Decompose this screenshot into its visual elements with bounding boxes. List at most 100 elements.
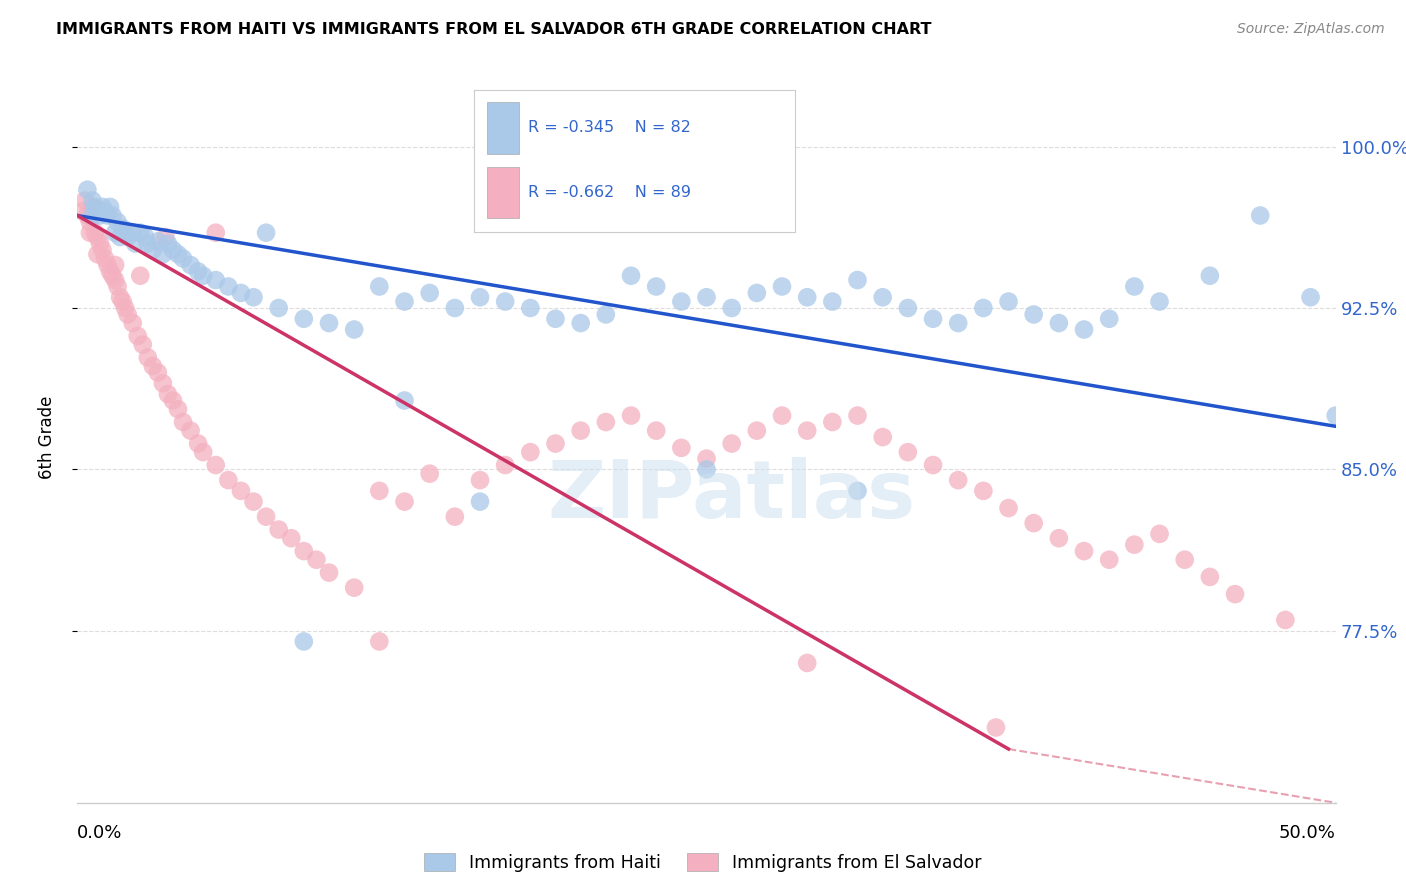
Point	[796, 290, 818, 304]
Point	[156, 236, 179, 251]
Point	[305, 552, 328, 566]
Point	[96, 258, 118, 272]
Point	[76, 209, 98, 223]
Point	[111, 294, 134, 309]
Point	[645, 279, 668, 293]
Point	[167, 247, 190, 261]
Point	[191, 445, 215, 459]
Point	[770, 279, 793, 293]
Point	[1223, 587, 1246, 601]
Point	[343, 581, 366, 595]
Point	[167, 402, 190, 417]
Point	[104, 226, 127, 240]
Point	[82, 209, 104, 223]
Y-axis label: 6th Grade: 6th Grade	[38, 395, 56, 479]
Point	[142, 359, 165, 373]
Text: ZIPatlas: ZIPatlas	[547, 457, 915, 534]
Point	[821, 294, 844, 309]
Point	[217, 279, 239, 293]
Point	[111, 221, 134, 235]
Point	[108, 230, 131, 244]
Point	[1073, 544, 1095, 558]
Point	[146, 235, 169, 249]
Point	[696, 290, 718, 304]
Point	[1098, 552, 1121, 566]
Point	[671, 441, 693, 455]
Point	[318, 316, 340, 330]
Point	[368, 634, 391, 648]
Point	[696, 451, 718, 466]
Point	[98, 200, 121, 214]
Point	[187, 264, 209, 278]
Point	[519, 445, 541, 459]
Point	[696, 462, 718, 476]
Point	[796, 656, 818, 670]
Point	[1123, 538, 1146, 552]
Point	[162, 243, 184, 257]
Point	[620, 409, 643, 423]
Point	[254, 226, 277, 240]
Point	[1324, 409, 1347, 423]
Point	[1249, 209, 1271, 223]
Point	[94, 204, 117, 219]
Point	[1299, 290, 1322, 304]
Point	[86, 247, 108, 261]
Point	[872, 290, 894, 304]
Point	[997, 294, 1019, 309]
Point	[444, 301, 467, 315]
Point	[569, 316, 592, 330]
Point	[104, 258, 127, 272]
Point	[922, 311, 945, 326]
Point	[204, 273, 226, 287]
Point	[948, 473, 970, 487]
Point	[544, 436, 567, 450]
Point	[1199, 570, 1222, 584]
Point	[229, 483, 252, 498]
Point	[204, 226, 226, 240]
Point	[1047, 316, 1070, 330]
Point	[519, 301, 541, 315]
Point	[1022, 308, 1045, 322]
Point	[180, 258, 202, 272]
Point	[318, 566, 340, 580]
Point	[152, 376, 174, 391]
Point	[89, 209, 111, 223]
Point	[73, 194, 96, 208]
Point	[595, 415, 617, 429]
Point	[394, 294, 416, 309]
Point	[107, 279, 129, 293]
Point	[117, 230, 139, 244]
Point	[846, 483, 869, 498]
Point	[745, 285, 768, 300]
Point	[1149, 527, 1171, 541]
Point	[292, 311, 315, 326]
Point	[82, 200, 104, 214]
Point	[114, 301, 136, 315]
Point	[280, 531, 302, 545]
Point	[1274, 613, 1296, 627]
Point	[142, 243, 165, 257]
Legend: Immigrants from Haiti, Immigrants from El Salvador: Immigrants from Haiti, Immigrants from E…	[418, 847, 988, 879]
Point	[1123, 279, 1146, 293]
Point	[76, 183, 98, 197]
Text: 50.0%: 50.0%	[1279, 824, 1336, 842]
Point	[620, 268, 643, 283]
Point	[494, 294, 516, 309]
Point	[1098, 311, 1121, 326]
Point	[155, 230, 177, 244]
Point	[394, 393, 416, 408]
Point	[922, 458, 945, 472]
Point	[91, 200, 114, 214]
Point	[419, 285, 441, 300]
Point	[101, 268, 124, 283]
Point	[82, 194, 104, 208]
Point	[114, 226, 136, 240]
Point	[972, 301, 994, 315]
Point	[984, 721, 1007, 735]
Point	[94, 252, 117, 266]
Point	[217, 473, 239, 487]
Point	[544, 311, 567, 326]
Point	[191, 268, 215, 283]
Point	[1022, 516, 1045, 530]
Point	[468, 494, 491, 508]
